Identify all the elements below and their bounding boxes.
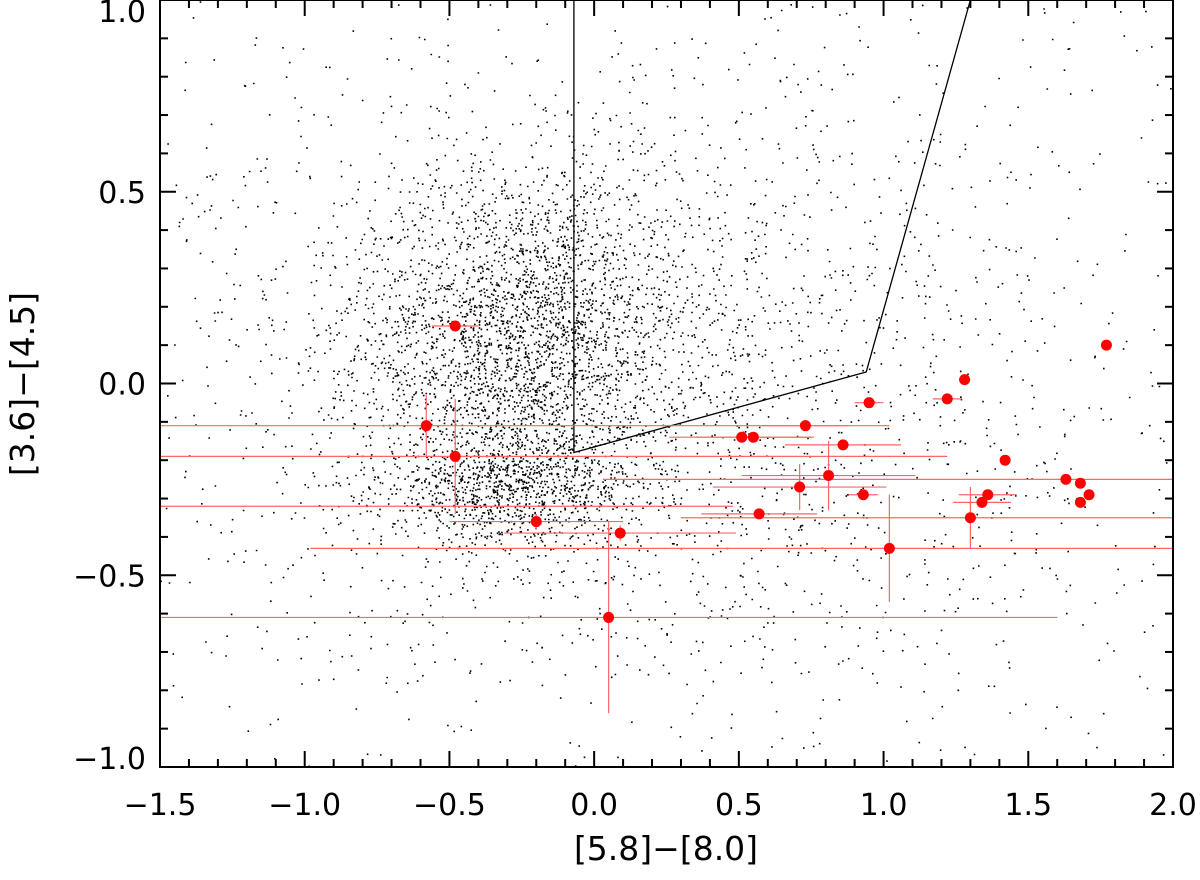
data-point (530, 516, 542, 528)
data-point (614, 527, 626, 539)
data-point (863, 397, 875, 409)
data-point (959, 374, 971, 386)
data-point (941, 393, 953, 405)
data-point (883, 542, 895, 554)
data-point (747, 431, 759, 443)
x-tick-label: 0.0 (570, 788, 618, 823)
data-point (982, 489, 994, 501)
boundary-line (573, 0, 972, 454)
data-point (799, 420, 811, 432)
selection-boundary (573, 0, 972, 454)
data-point (823, 470, 835, 482)
data-point (1074, 496, 1086, 508)
data-point (794, 481, 806, 493)
x-tick-label: 1.5 (1004, 788, 1052, 823)
y-tick-label: 0.0 (98, 368, 146, 403)
tick-labels: −1.5 −1.0 −0.5 0.0 0.5 1.0 1.5 2.0 −1.0 −0.5 0.0 0.… (73, 0, 1197, 823)
data-point (1100, 339, 1112, 351)
y-tick-label: −1.0 (73, 742, 146, 777)
y-axis-title: [3.6]−[4.5] (3, 292, 42, 476)
data-point (449, 320, 461, 332)
x-tick-label: 0.5 (715, 788, 763, 823)
data-point (149, 501, 160, 512)
x-tick-label: 2.0 (1149, 788, 1197, 823)
y-tick-label: 1.0 (98, 0, 146, 30)
data-point (449, 450, 461, 462)
data-point (753, 508, 765, 520)
y-tick-label: −0.5 (73, 559, 146, 594)
plot-frame (159, 0, 1174, 768)
x-tick-label: −1.5 (124, 788, 197, 823)
data-point (1074, 477, 1086, 489)
x-tick-label: 1.0 (860, 788, 908, 823)
data-point (857, 489, 869, 501)
data-point (837, 439, 849, 451)
data-point (736, 431, 748, 443)
data-point (603, 611, 615, 623)
x-axis-title: [5.8]−[8.0] (574, 829, 758, 868)
data-point (976, 496, 988, 508)
axis-ticks (159, 0, 1174, 768)
data-point (999, 454, 1011, 466)
background-point-cloud (160, 1, 1172, 767)
x-tick-label: −1.0 (268, 788, 341, 823)
data-point (1060, 473, 1072, 485)
data-point (964, 512, 976, 524)
highlighted-points (149, 320, 1112, 623)
y-tick-label: 0.5 (98, 176, 146, 211)
background-points (160, 1, 1172, 767)
x-tick-label: −0.5 (413, 788, 486, 823)
data-point (420, 420, 432, 432)
data-point (1083, 489, 1095, 501)
